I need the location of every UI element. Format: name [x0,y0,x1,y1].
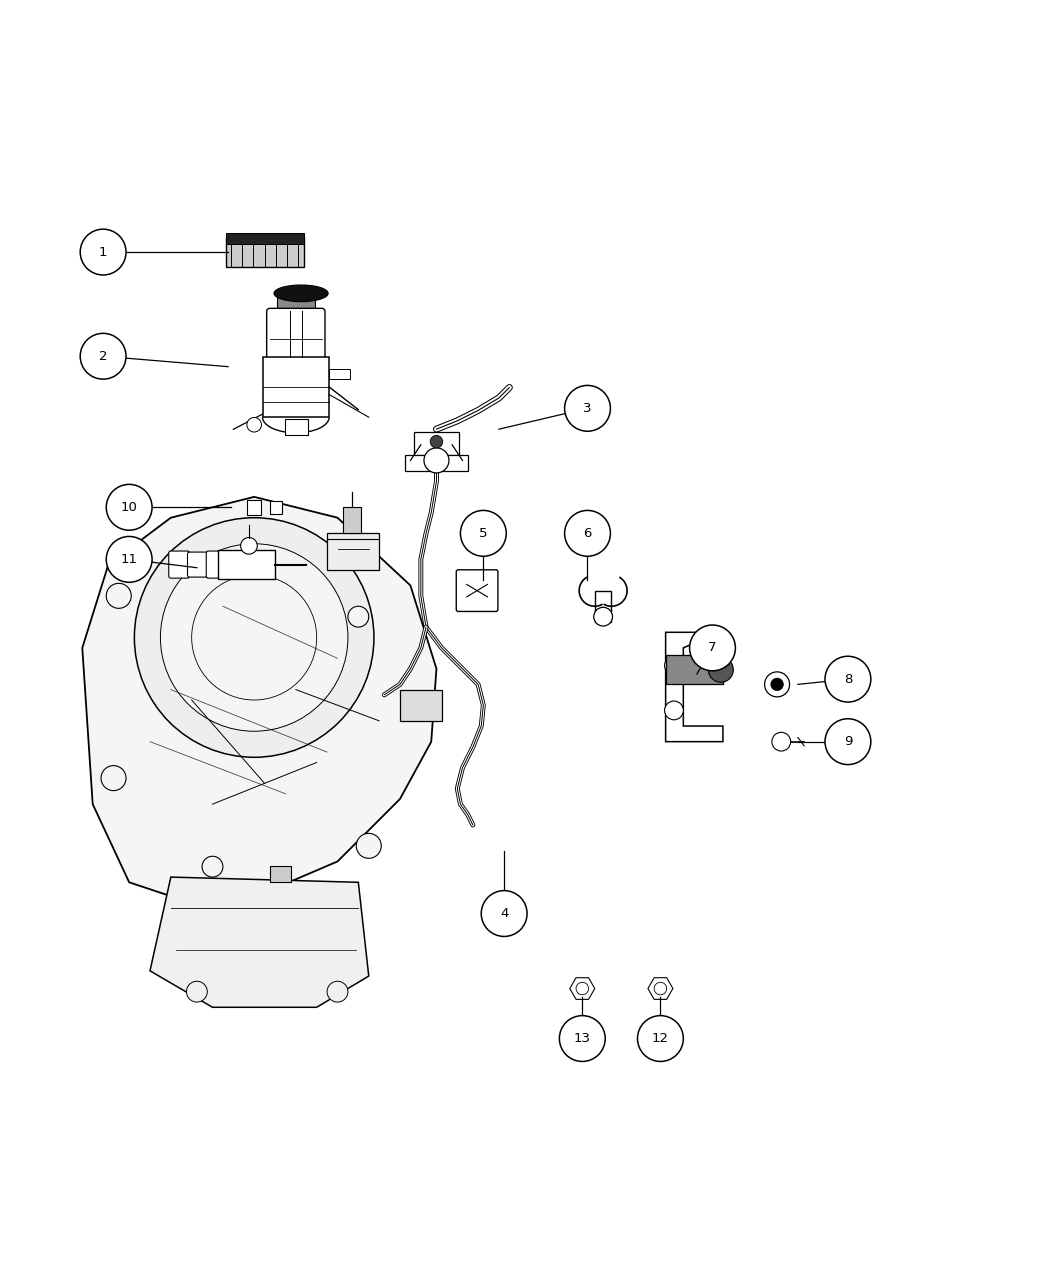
Circle shape [161,543,348,732]
Bar [270,866,291,882]
Bar [286,418,309,435]
Bar [414,432,459,455]
Polygon shape [150,877,369,1007]
Circle shape [771,678,783,691]
FancyBboxPatch shape [267,309,326,360]
Circle shape [593,607,612,626]
Circle shape [772,732,791,751]
Polygon shape [570,978,594,1000]
Text: 9: 9 [844,736,853,748]
Bar [217,550,275,579]
Circle shape [460,510,506,556]
Circle shape [202,857,223,877]
Circle shape [481,891,527,936]
Bar [328,533,379,570]
Bar [270,501,282,514]
Bar [277,291,315,311]
Circle shape [328,982,348,1002]
Circle shape [825,719,870,765]
Circle shape [192,575,317,700]
Circle shape [825,657,870,703]
Bar [226,233,303,244]
FancyBboxPatch shape [225,552,246,578]
Text: 7: 7 [709,641,717,654]
Circle shape [665,701,684,720]
Circle shape [80,230,126,275]
Bar [226,237,303,266]
Bar [329,368,350,380]
Text: 2: 2 [99,349,107,363]
Bar [594,590,611,622]
FancyBboxPatch shape [457,570,498,612]
Circle shape [106,484,152,530]
Circle shape [690,625,735,671]
Text: 11: 11 [121,553,138,566]
Text: 12: 12 [652,1031,669,1046]
Circle shape [560,1016,605,1062]
Circle shape [565,510,610,556]
Bar [247,500,261,515]
Bar [405,455,467,470]
Text: 10: 10 [121,501,138,514]
Circle shape [134,518,374,757]
Circle shape [637,1016,684,1062]
Text: 1: 1 [99,246,107,259]
Text: 3: 3 [583,402,592,414]
Polygon shape [648,978,673,1000]
Circle shape [240,538,257,555]
Circle shape [356,834,381,858]
Circle shape [430,436,443,448]
Polygon shape [666,632,722,742]
Circle shape [424,448,449,473]
Circle shape [106,584,131,608]
Circle shape [101,765,126,790]
Bar [262,357,329,417]
Circle shape [709,658,733,682]
Circle shape [187,982,207,1002]
Circle shape [106,537,152,583]
Circle shape [348,606,369,627]
Circle shape [764,672,790,697]
Polygon shape [82,497,437,903]
Text: 13: 13 [573,1031,591,1046]
Text: 4: 4 [500,907,508,921]
Ellipse shape [274,286,328,302]
Text: 5: 5 [479,527,487,539]
Text: 8: 8 [844,673,853,686]
Bar [400,690,442,720]
Circle shape [665,657,684,674]
Circle shape [565,385,610,431]
Circle shape [576,982,589,994]
FancyBboxPatch shape [244,551,265,578]
FancyBboxPatch shape [206,551,227,578]
Text: 6: 6 [584,527,592,539]
Bar [342,507,361,533]
Circle shape [80,333,126,379]
Circle shape [654,982,667,994]
FancyBboxPatch shape [188,552,208,578]
Circle shape [247,417,261,432]
FancyBboxPatch shape [169,551,190,578]
Bar [666,655,722,685]
